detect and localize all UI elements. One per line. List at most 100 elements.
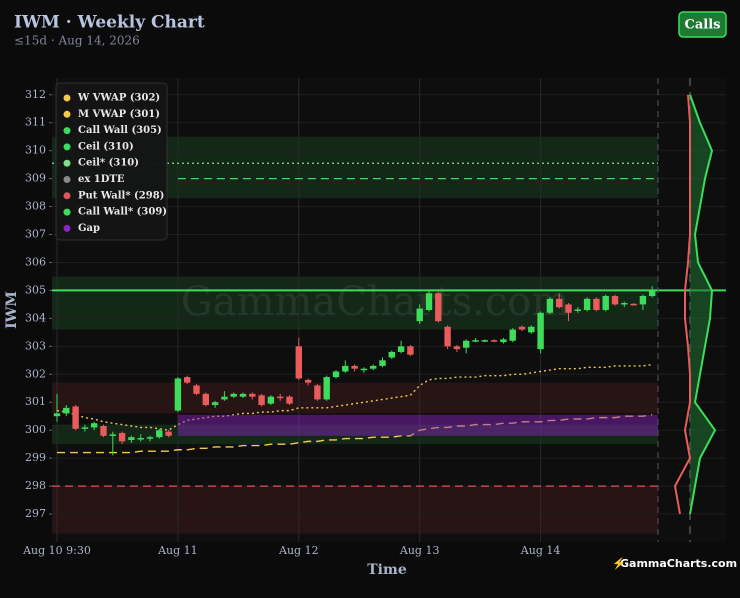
candle-body — [481, 340, 488, 342]
zone — [52, 382, 658, 414]
legend-swatch — [63, 159, 71, 167]
legend-label: Call Wall (305) — [78, 125, 162, 136]
calls-button[interactable] — [678, 11, 727, 38]
legend-label: M VWAP (301) — [78, 109, 160, 120]
x-axis-label: Time — [367, 562, 407, 578]
legend-swatch — [63, 94, 71, 102]
candle-body — [593, 298, 600, 310]
legend-box — [55, 82, 168, 241]
y-tick-label: 306 — [25, 255, 46, 268]
candle-body — [407, 346, 414, 355]
watermark: GammaCharts.com — [181, 279, 570, 325]
legend-swatch — [63, 224, 71, 232]
candle-body — [425, 293, 433, 310]
legend-label: Put Wall* (298) — [78, 190, 164, 201]
candle-body — [230, 393, 237, 397]
candle-body — [239, 393, 247, 397]
candle-body — [556, 298, 563, 308]
candle-body — [537, 312, 544, 350]
candle-body — [528, 326, 535, 333]
y-tick-label: 304 — [25, 311, 46, 324]
candle-body — [630, 303, 637, 306]
legend-swatch — [63, 208, 71, 216]
candle-body — [490, 340, 498, 342]
vwap-line — [57, 414, 653, 454]
x-tick-label: Aug 12 — [278, 544, 319, 557]
candle-body — [370, 365, 377, 369]
candle-body — [435, 293, 442, 322]
logo: GammaCharts.com — [620, 557, 737, 570]
candle-body — [72, 406, 79, 429]
candle-body — [304, 379, 312, 383]
profile-calls-area — [690, 94, 715, 515]
candle-body — [156, 430, 163, 438]
candle-body — [249, 393, 256, 397]
candle-body — [602, 296, 609, 310]
x-tick-label: Aug 11 — [157, 544, 198, 557]
candle-body — [518, 326, 526, 330]
candle-body — [221, 396, 228, 400]
legend-swatch — [63, 143, 71, 151]
candle-body — [649, 290, 656, 297]
legend-label: ex 1DTE — [78, 174, 125, 185]
vwap-line — [56, 363, 653, 431]
candle-body — [639, 296, 647, 305]
logo-icon: ⚡ — [612, 557, 626, 570]
x-tick-label: Aug 13 — [399, 544, 440, 557]
legend-swatch — [63, 127, 71, 135]
zone — [52, 486, 658, 534]
y-tick-label: 305 — [25, 283, 46, 296]
legend-swatch — [63, 192, 71, 200]
candle-body — [472, 340, 479, 342]
candle-body — [109, 434, 116, 436]
legend-swatch — [63, 176, 71, 183]
candle-body — [397, 346, 405, 352]
candle-body — [53, 413, 61, 417]
profile-puts — [673, 94, 692, 515]
candle-body — [574, 309, 581, 311]
candle-body — [165, 431, 172, 436]
candle-body — [184, 377, 191, 383]
y-tick-label: 310 — [25, 144, 46, 157]
y-tick-label: 308 — [25, 200, 46, 213]
candle-body — [295, 346, 302, 379]
candle-body — [267, 396, 275, 404]
candle-body — [81, 427, 89, 429]
y-tick-label: 311 — [25, 116, 46, 129]
candle-body — [388, 351, 395, 358]
legend-label: Ceil (310) — [78, 141, 134, 152]
candle-body — [360, 368, 368, 371]
y-tick-label: 302 — [25, 367, 46, 380]
candle-body — [100, 426, 107, 436]
candle-body — [174, 378, 182, 411]
candle-body — [342, 365, 349, 372]
x-tick-label: Aug 10 9:30 — [22, 544, 91, 557]
y-tick-label: 307 — [25, 228, 46, 241]
candle-body — [286, 396, 293, 404]
candle-body — [277, 396, 284, 399]
candle-body — [137, 438, 144, 440]
candle-body — [565, 304, 572, 313]
y-tick-label: 298 — [25, 479, 46, 492]
candle-body — [146, 437, 154, 439]
x-tick-label: Aug 14 — [520, 544, 561, 557]
profile-calls — [689, 94, 717, 515]
candle-body — [202, 393, 209, 406]
candle-body — [546, 298, 554, 313]
zone — [52, 424, 658, 445]
gap-band — [177, 414, 658, 436]
candle-body — [379, 360, 386, 366]
plot-layer: GammaCharts.com 297 298 299 300 301 302 303 304 3… — [22, 78, 726, 557]
calls-button-label[interactable]: Calls — [685, 18, 721, 33]
y-tick-label: 299 — [25, 451, 46, 464]
y-tick-label: 303 — [25, 339, 46, 352]
y-tick-label: 297 — [25, 507, 46, 520]
candle-body — [91, 423, 98, 428]
y-tick-label: 312 — [25, 88, 46, 101]
candle-body — [193, 385, 200, 394]
y-axis-label: IWM — [4, 291, 20, 329]
candle-body — [351, 365, 358, 369]
chart-title: IWM · Weekly Chart — [14, 13, 205, 33]
candle-body — [314, 385, 321, 400]
candle-body — [118, 432, 126, 442]
